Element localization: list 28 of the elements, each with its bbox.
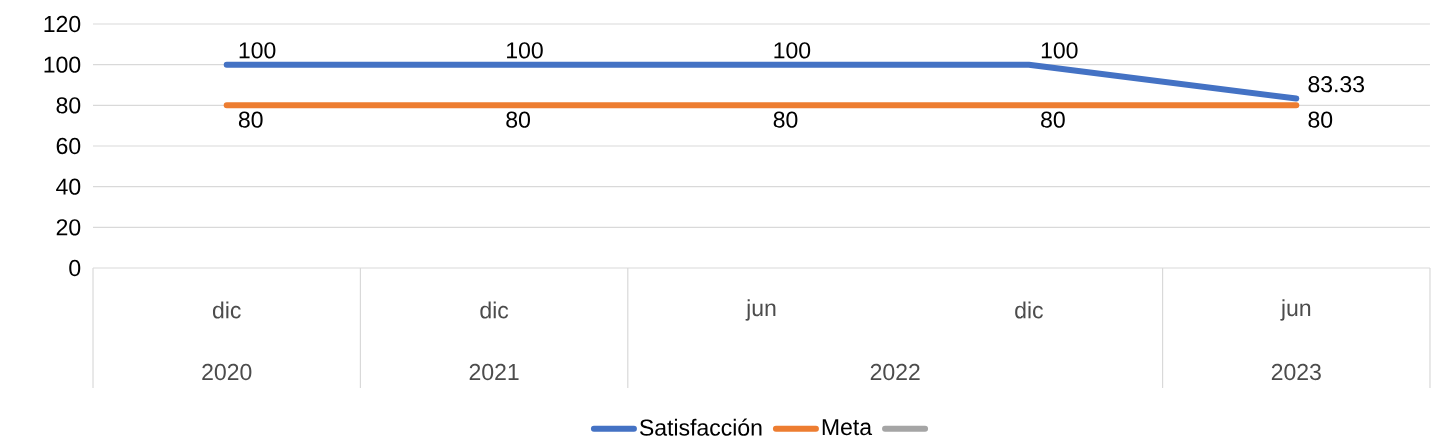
text: 2023	[1271, 363, 1321, 381]
data-label: 80	[238, 111, 263, 128]
y-tick-label: 120	[44, 15, 81, 33]
x-tick-label: jun	[1280, 299, 1311, 321]
text: 2022	[870, 363, 920, 381]
data-label: 80	[1308, 111, 1333, 128]
data-label: 83.33	[1308, 76, 1365, 93]
data-label: 80	[1041, 111, 1065, 128]
x-tick-label: dic	[212, 301, 241, 319]
data-label: 80	[506, 111, 530, 128]
legend-label: Meta	[822, 419, 873, 436]
y-tick-label: 20	[56, 219, 81, 236]
x-tick-label: jun	[745, 299, 776, 321]
data-label: 100	[507, 42, 543, 59]
data-label: 100	[774, 42, 811, 59]
x-tick-label: dic	[1015, 301, 1043, 319]
y-tick-label: 100	[44, 56, 81, 73]
y-tick-label: 60	[56, 137, 81, 155]
y-tick-label: 40	[56, 178, 81, 195]
y-tick-label: 80	[56, 97, 81, 114]
data-label: 100	[239, 42, 276, 59]
text: 2021	[469, 363, 519, 381]
legend-label: Satisfacción	[639, 418, 762, 436]
y-tick-label: 0	[69, 259, 81, 277]
text: 2020	[202, 363, 252, 381]
x-tick-label: dic	[480, 301, 509, 319]
data-label: 80	[773, 111, 798, 128]
data-label: 100	[1041, 42, 1078, 59]
